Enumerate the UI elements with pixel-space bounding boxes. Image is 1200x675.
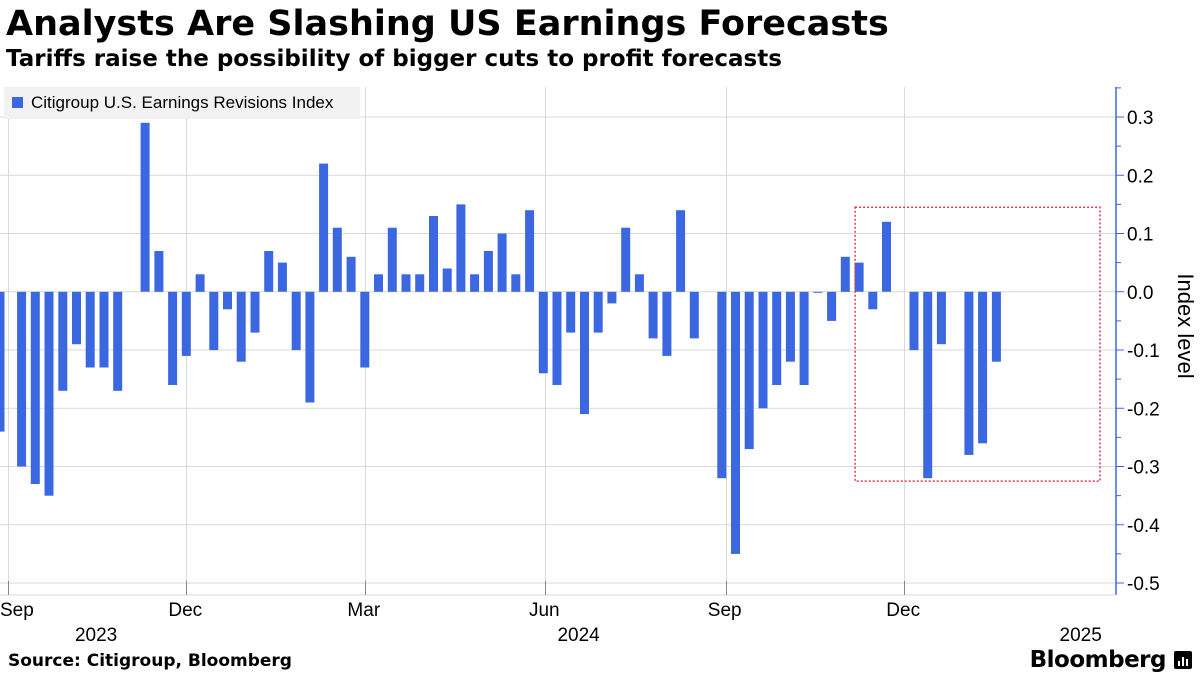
x-month-label: Sep (0, 600, 34, 621)
y-tick-label: -0.1 (1127, 341, 1160, 362)
bar (44, 291, 54, 496)
y-tick-label: 0.2 (1127, 166, 1153, 187)
bar (442, 268, 452, 292)
bar (936, 291, 946, 345)
bar (374, 274, 383, 292)
bar (538, 291, 548, 374)
x-month-label: Mar (347, 600, 380, 621)
bar (483, 251, 493, 292)
bloomberg-logo: Bloomberg (1029, 647, 1167, 673)
bar (0, 291, 5, 432)
bar (223, 291, 232, 310)
bar (456, 204, 466, 292)
bar (676, 210, 686, 292)
x-month-label: Jun (529, 600, 560, 621)
bar (813, 291, 823, 293)
legend-label: Citigroup U.S. Earnings Revisions Index (31, 93, 334, 112)
bar (634, 274, 644, 292)
bar (17, 291, 27, 467)
x-month-label: Sep (708, 600, 742, 621)
bar (854, 262, 864, 292)
bar (236, 291, 246, 362)
y-tick-label: 0.3 (1127, 108, 1153, 129)
bar (991, 291, 1001, 362)
y-tick-label: -0.4 (1127, 516, 1160, 537)
chart-title: Analysts Are Slashing US Earnings Foreca… (6, 4, 889, 44)
bar (250, 291, 260, 333)
bar (72, 291, 81, 345)
bar (319, 163, 329, 292)
bar (868, 291, 878, 310)
y-tick-label: -0.5 (1127, 574, 1160, 595)
x-year-label: 2024 (557, 625, 600, 646)
highlight-box (854, 206, 1101, 482)
bar (497, 233, 507, 292)
bar (607, 291, 617, 304)
chart-subtitle: Tariffs raise the possibility of bigger … (6, 46, 782, 72)
bar (401, 274, 411, 292)
bar (525, 210, 535, 292)
bar (470, 274, 480, 292)
bar (360, 291, 370, 368)
bar (168, 291, 178, 385)
bar (662, 291, 672, 356)
bar (758, 291, 768, 409)
bar (909, 291, 919, 351)
legend: Citigroup U.S. Earnings Revisions Index (4, 87, 360, 119)
bar (264, 251, 274, 292)
bar (346, 256, 356, 292)
bar (772, 291, 782, 385)
bar (154, 251, 164, 292)
bar (689, 291, 699, 339)
x-year-label: 2023 (75, 625, 117, 646)
bar (415, 274, 425, 292)
bar (195, 274, 205, 292)
bar (580, 291, 589, 415)
bar (140, 122, 150, 292)
y-tick-label: 0.0 (1127, 283, 1153, 304)
bar (923, 291, 933, 479)
bar (566, 291, 576, 333)
bar (181, 291, 191, 356)
bar (978, 291, 988, 444)
bar (429, 216, 438, 292)
bar (511, 274, 521, 292)
x-month-label: Dec (168, 600, 202, 621)
bar (277, 262, 287, 292)
bar (99, 291, 109, 368)
bar (827, 291, 837, 321)
bloomberg-terminal-icon (1174, 651, 1192, 669)
bar (305, 291, 315, 403)
bar (882, 221, 891, 292)
bar (30, 291, 40, 484)
bar (291, 291, 301, 351)
source-note: Source: Citigroup, Bloomberg (8, 651, 292, 671)
bar (113, 291, 123, 391)
bar (85, 291, 95, 368)
bar (387, 227, 397, 292)
bar (717, 291, 727, 479)
y-axis-title: Index level (1173, 273, 1198, 378)
legend-swatch (12, 97, 23, 108)
bar (209, 291, 219, 351)
bar (744, 291, 754, 450)
bar (332, 227, 342, 292)
y-tick-label: -0.3 (1127, 458, 1160, 479)
bar (648, 291, 658, 339)
y-tick-label: 0.1 (1127, 225, 1153, 246)
bar (840, 256, 850, 292)
bar (593, 291, 603, 333)
bar (731, 291, 740, 554)
bar (552, 291, 562, 385)
bar (799, 291, 809, 385)
bar (964, 291, 974, 455)
x-month-label: Dec (886, 600, 920, 621)
bar (58, 291, 68, 391)
bar (621, 227, 631, 292)
bar (785, 291, 795, 362)
x-year-label: 2025 (1060, 625, 1102, 646)
y-tick-label: -0.2 (1127, 399, 1160, 420)
